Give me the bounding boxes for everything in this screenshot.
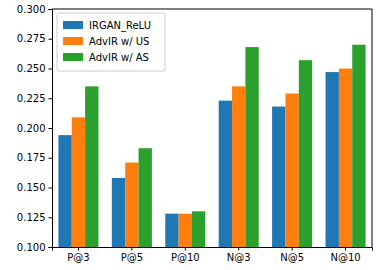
bar (219, 101, 232, 247)
y-tick-label: 0.200 (17, 123, 46, 134)
x-axis-line (53, 248, 373, 251)
y-tick-mark (49, 69, 53, 70)
bar (139, 148, 152, 247)
y-tick-label: 0.150 (17, 182, 46, 193)
x-tick-label: N@5 (280, 252, 304, 263)
bar (165, 214, 178, 247)
frame-top (52, 9, 372, 10)
x-tick-mark (292, 247, 293, 251)
y-tick-mark (49, 247, 53, 248)
legend-swatch (63, 53, 83, 61)
y-axis-line (49, 10, 53, 248)
x-tick: N@3 (227, 247, 251, 263)
y-tick-mark (49, 188, 53, 189)
x-tick-mark (185, 247, 186, 251)
bar (245, 47, 258, 247)
x-tick-label: P@10 (171, 252, 200, 263)
y-tick-mark (49, 217, 53, 218)
bar (179, 214, 192, 247)
bar (339, 69, 352, 248)
x-tick-label: N@10 (330, 252, 360, 263)
bar (326, 72, 339, 247)
y-tick: 0.200 (17, 123, 52, 134)
x-tick-mark (345, 247, 346, 251)
bar (58, 135, 71, 247)
x-tick-label: P@5 (121, 252, 143, 263)
y-tick-mark (49, 39, 53, 40)
bar (125, 163, 138, 247)
legend-swatch (63, 21, 83, 29)
legend: IRGAN_ReLU AdvIR w/ US AdvIR w/ AS (57, 13, 165, 71)
x-tick: N@5 (280, 247, 304, 263)
y-tick-mark (49, 9, 53, 10)
x-tick-label: P@3 (67, 252, 89, 263)
y-tick: 0.250 (17, 63, 52, 74)
bars (58, 45, 365, 247)
chart: 0.100 0.125 0.150 0.175 0.200 0.225 0.250 0.275… (0, 0, 376, 270)
bar (299, 60, 312, 247)
y-tick-mark (49, 158, 53, 159)
y-tick: 0.225 (17, 93, 52, 104)
x-tick-mark (131, 247, 132, 251)
bar (285, 93, 298, 247)
legend-label: IRGAN_ReLU (89, 20, 151, 32)
y-tick: 0.300 (17, 4, 52, 15)
y-tick: 0.100 (17, 242, 52, 253)
y-tick-label: 0.250 (17, 63, 46, 74)
bar (232, 86, 245, 247)
bar (352, 45, 365, 247)
y-tick-label: 0.275 (17, 33, 46, 44)
legend-box (57, 13, 165, 71)
x-tick: P@10 (171, 247, 200, 263)
legend-label: AdvIR w/ AS (89, 52, 149, 63)
bar (192, 211, 205, 247)
x-tick: P@3 (67, 247, 89, 263)
y-tick-label: 0.175 (17, 152, 46, 163)
x-axis: P@3 P@5 P@10 N@3 N@5 N@10 (53, 247, 373, 263)
x-tick-mark (78, 247, 79, 251)
y-axis: 0.100 0.125 0.150 0.175 0.200 0.225 0.250 0.275… (17, 4, 53, 253)
frame-right (372, 9, 373, 247)
bar (85, 86, 98, 247)
x-tick: P@5 (121, 247, 143, 263)
y-tick: 0.275 (17, 33, 52, 44)
y-tick-label: 0.300 (17, 4, 46, 15)
y-tick-mark (49, 128, 53, 129)
x-tick-mark (238, 247, 239, 251)
y-tick: 0.150 (17, 182, 52, 193)
y-tick: 0.175 (17, 152, 52, 163)
plot: 0.100 0.125 0.150 0.175 0.200 0.225 0.250 0.275… (17, 4, 373, 270)
y-tick-label: 0.225 (17, 93, 46, 104)
y-tick-label: 0.100 (17, 242, 46, 253)
x-tick: N@10 (330, 247, 360, 263)
bar (72, 117, 85, 247)
x-tick-label: N@3 (227, 252, 251, 263)
bar (272, 107, 285, 247)
y-tick-label: 0.125 (17, 212, 46, 223)
legend-label: AdvIR w/ US (89, 36, 149, 47)
y-tick: 0.125 (17, 212, 52, 223)
y-tick-mark (49, 98, 53, 99)
bar (112, 178, 125, 247)
legend-swatch (63, 37, 83, 45)
